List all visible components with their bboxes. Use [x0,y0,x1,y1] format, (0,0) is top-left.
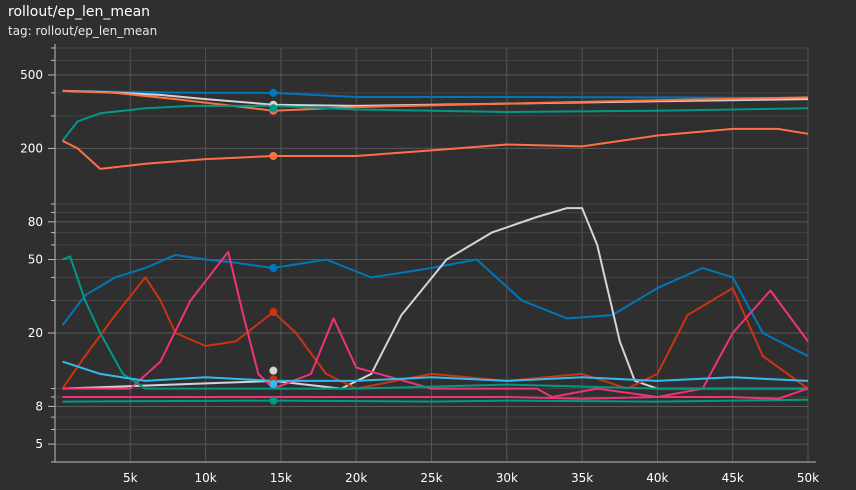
hover-marker [269,104,278,113]
y-tick-label: 5 [35,437,43,451]
x-tick-label: 50k [797,471,819,485]
series-line-3[interactable] [61,104,809,142]
hover-marker [269,396,278,405]
hover-marker [269,366,278,375]
series-line-5[interactable] [61,253,809,357]
series-line-0[interactable] [62,89,809,99]
hover-marker [269,88,278,97]
hover-marker [269,263,278,272]
y-tick-label: 8 [35,399,43,413]
x-tick-label: 20k [345,471,367,485]
y-tick-label: 20 [28,326,43,340]
y-tick-label: 50 [28,253,43,267]
x-tick-label: 25k [420,471,442,485]
x-tick-label: 40k [646,471,668,485]
series-line-12[interactable] [62,387,809,400]
x-tick-label: 10k [194,471,216,485]
y-tick-label: 80 [28,215,43,229]
series-line-10[interactable] [62,360,809,382]
hover-marker [269,307,278,316]
chart-title: rollout/ep_len_mean [8,4,151,20]
series-line-2[interactable] [62,89,809,112]
x-tick-label: 5k [123,471,138,485]
series-line-6[interactable] [62,207,809,390]
hover-marker [269,151,278,160]
x-tick-label: 15k [270,471,292,485]
series-line-4[interactable] [62,127,809,170]
chart-tag: tag: rollout/ep_len_mean [8,24,158,38]
y-tick-label: 200 [20,141,43,155]
y-tick-label: 500 [20,68,43,82]
series-line-9[interactable] [62,255,809,390]
series-line-8[interactable] [62,250,809,398]
hover-marker [269,379,278,388]
series-line-7[interactable] [61,276,809,390]
x-tick-label: 30k [496,471,518,485]
x-tick-label: 45k [722,471,744,485]
x-tick-label: 35k [571,471,593,485]
series-line-11[interactable] [62,398,809,403]
